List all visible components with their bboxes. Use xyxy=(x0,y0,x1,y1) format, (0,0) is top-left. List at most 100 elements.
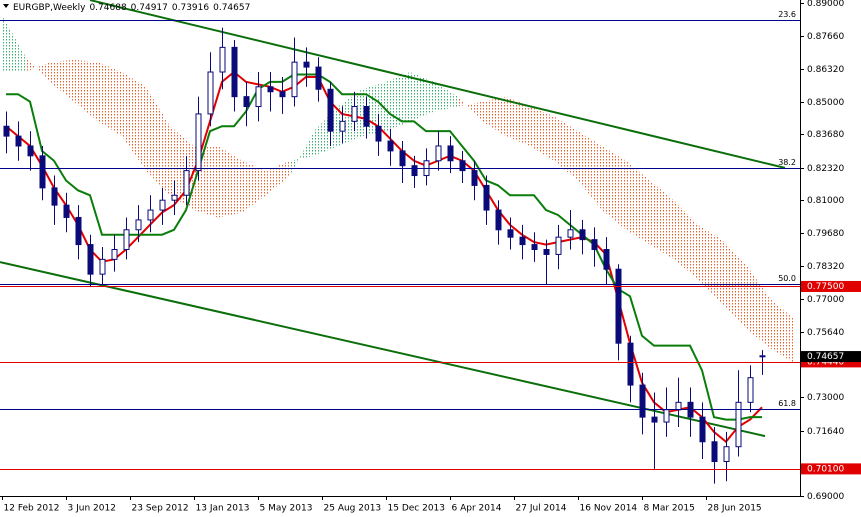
x-tick-label: 6 Apr 2014 xyxy=(452,504,502,514)
candle-body xyxy=(723,446,730,462)
candle-body xyxy=(75,216,82,246)
candle-body xyxy=(303,61,310,68)
candle-body xyxy=(351,106,358,122)
x-tick-label: 16 Nov 2014 xyxy=(580,504,638,514)
candle-body xyxy=(447,145,454,162)
cloud-segment xyxy=(554,116,578,181)
candle-body xyxy=(627,342,634,386)
level-label: 0.74440 xyxy=(807,357,844,367)
cloud-segment xyxy=(50,59,74,102)
x-tick-label: 15 Dec 2013 xyxy=(388,504,446,514)
cloud-segment xyxy=(530,106,554,161)
candle-body xyxy=(135,219,142,231)
indicator-line xyxy=(6,73,762,421)
candle-body xyxy=(27,145,34,157)
cloud-segment xyxy=(410,72,434,122)
candle-body xyxy=(759,355,766,358)
candle-body xyxy=(183,170,190,196)
last-price-label: 0.74657 xyxy=(807,352,844,362)
y-tick-label: 0.81000 xyxy=(807,196,844,206)
candle-body xyxy=(99,258,106,275)
candle-body xyxy=(171,194,178,201)
candle-body xyxy=(639,384,646,418)
candle-body xyxy=(327,88,334,132)
candle-body xyxy=(3,125,10,137)
x-tick-label: 12 Feb 2012 xyxy=(4,504,60,514)
cloud-segment xyxy=(674,200,698,280)
candle-body xyxy=(291,61,298,98)
cloud-segment xyxy=(242,160,266,213)
candle-body xyxy=(615,268,622,344)
x-tick-label: 3 Jun 2012 xyxy=(68,504,116,514)
low-value: 0.73916 xyxy=(172,3,209,13)
candle-body xyxy=(603,249,610,270)
cloud-segment xyxy=(122,72,146,171)
candle-body xyxy=(567,229,574,238)
cloud-segment xyxy=(578,131,602,211)
fib-label: 50.0 xyxy=(778,274,796,283)
candle-body xyxy=(399,150,406,167)
y-tick-label: 0.87660 xyxy=(807,32,844,42)
cloud-segment xyxy=(626,160,650,245)
candle-body xyxy=(543,249,550,255)
candle-body xyxy=(339,120,346,132)
trendline xyxy=(89,0,786,169)
y-tick-label: 0.85000 xyxy=(807,98,844,108)
candle-body xyxy=(699,416,706,443)
y-tick-label: 0.86320 xyxy=(807,65,844,75)
cloud-segment xyxy=(2,15,26,73)
y-tick-label: 0.89000 xyxy=(807,0,844,9)
candle-body xyxy=(267,86,274,93)
fib-label: 38.2 xyxy=(778,158,796,167)
last-price-box xyxy=(801,351,861,363)
level-label: 0.70100 xyxy=(807,464,844,474)
candle-body xyxy=(207,71,214,115)
candle-body xyxy=(51,187,58,206)
y-tick-label: 0.77000 xyxy=(807,295,844,305)
y-tick-label: 0.79680 xyxy=(807,229,844,239)
candle-body xyxy=(411,165,418,177)
cloud-segment xyxy=(506,96,530,146)
cloud-segment xyxy=(74,59,98,122)
candle-body xyxy=(255,86,262,108)
candle-body xyxy=(555,236,562,255)
symbol-marker xyxy=(3,4,9,8)
candle-body xyxy=(39,155,46,189)
candle-body xyxy=(651,416,658,423)
candle-body xyxy=(87,244,94,275)
x-tick-label: 13 Jan 2013 xyxy=(196,504,250,514)
candle-body xyxy=(363,106,370,127)
candle-body xyxy=(315,66,322,90)
cloud-segment xyxy=(290,131,314,176)
candle-body xyxy=(387,140,394,152)
fib-label: 61.8 xyxy=(778,399,796,408)
candle-body xyxy=(63,204,70,218)
y-tick-label: 0.69000 xyxy=(807,492,844,502)
candle-body xyxy=(435,145,442,162)
x-tick-label: 28 Jun 2015 xyxy=(708,504,762,514)
y-tick-label: 0.82320 xyxy=(807,164,844,174)
cloud-segment xyxy=(386,72,410,132)
candle-body xyxy=(471,170,478,186)
candle-body xyxy=(15,135,22,147)
candle-body xyxy=(711,441,718,462)
candle-body xyxy=(507,229,514,238)
candle-body xyxy=(459,160,466,172)
cloud-segment xyxy=(650,180,674,260)
level-label-box xyxy=(801,463,861,475)
x-tick-label: 27 Jul 2014 xyxy=(516,504,567,514)
candle-body xyxy=(519,236,526,246)
cloud-segment xyxy=(266,160,290,196)
candle-body xyxy=(675,401,682,411)
close-value: 0.74657 xyxy=(213,3,250,13)
x-tick-label: 23 Sep 2012 xyxy=(132,504,189,514)
chart-title: EURGBP,Weekly xyxy=(13,3,86,13)
cloud-segment xyxy=(746,264,770,349)
level-label: 0.77500 xyxy=(807,282,844,292)
candle-body xyxy=(495,209,502,231)
candle-body xyxy=(123,229,130,250)
open-value: 0.74688 xyxy=(89,3,126,13)
candle-body xyxy=(219,46,226,73)
candle-body xyxy=(747,377,754,403)
